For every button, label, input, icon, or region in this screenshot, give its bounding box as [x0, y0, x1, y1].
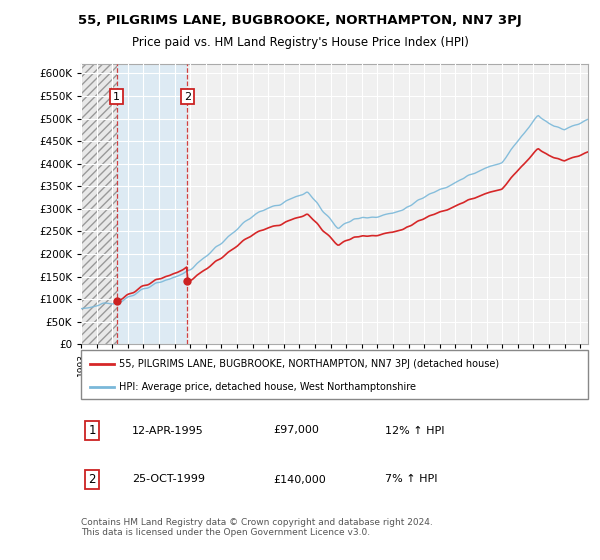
Bar: [81, 64, 116, 344]
Text: 2: 2: [184, 92, 191, 101]
Text: 1: 1: [88, 424, 96, 437]
Text: £140,000: £140,000: [274, 474, 326, 484]
Text: Price paid vs. HM Land Registry's House Price Index (HPI): Price paid vs. HM Land Registry's House …: [131, 36, 469, 49]
Text: £97,000: £97,000: [274, 426, 320, 436]
Text: 1: 1: [113, 92, 120, 101]
Text: 12% ↑ HPI: 12% ↑ HPI: [385, 426, 445, 436]
Text: 55, PILGRIMS LANE, BUGBROOKE, NORTHAMPTON, NN7 3PJ: 55, PILGRIMS LANE, BUGBROOKE, NORTHAMPTO…: [78, 14, 522, 27]
Text: Contains HM Land Registry data © Crown copyright and database right 2024.
This d: Contains HM Land Registry data © Crown c…: [81, 518, 433, 538]
Text: 2: 2: [88, 473, 96, 486]
Text: 7% ↑ HPI: 7% ↑ HPI: [385, 474, 438, 484]
Text: 25-OCT-1999: 25-OCT-1999: [132, 474, 205, 484]
Bar: [116, 64, 187, 344]
Text: 12-APR-1995: 12-APR-1995: [132, 426, 203, 436]
Text: 55, PILGRIMS LANE, BUGBROOKE, NORTHAMPTON, NN7 3PJ (detached house): 55, PILGRIMS LANE, BUGBROOKE, NORTHAMPTO…: [119, 359, 499, 369]
Text: HPI: Average price, detached house, West Northamptonshire: HPI: Average price, detached house, West…: [119, 382, 416, 392]
